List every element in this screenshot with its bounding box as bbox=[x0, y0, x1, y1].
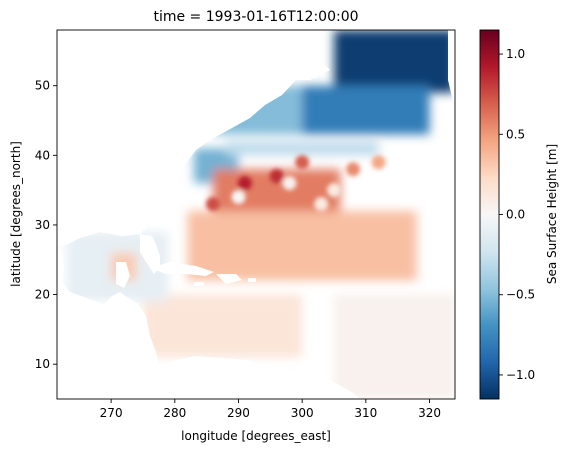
colorbar-tick-label: 0.5 bbox=[506, 127, 525, 141]
eddy bbox=[206, 197, 221, 212]
eddy bbox=[314, 197, 329, 212]
hispaniola-land bbox=[216, 274, 242, 284]
eddy bbox=[327, 183, 342, 198]
axes-frame bbox=[56, 29, 456, 400]
y-tick-label: 10 bbox=[35, 357, 50, 371]
eddy bbox=[231, 190, 246, 205]
ssh-region bbox=[334, 294, 455, 399]
y-axis: 10 20 30 40 50 bbox=[35, 79, 57, 371]
mexico-land bbox=[57, 246, 170, 399]
x-tick-label: 320 bbox=[418, 406, 441, 420]
colorbar-tick-label: 0.0 bbox=[506, 208, 525, 222]
ssh-region bbox=[187, 211, 417, 281]
jamaica-land bbox=[194, 282, 204, 286]
y-tick-label: 40 bbox=[35, 148, 50, 162]
colorbar-label: Sea Surface Height [m] bbox=[545, 144, 559, 284]
y-tick-label: 50 bbox=[35, 79, 50, 93]
yucatan-land bbox=[116, 262, 130, 288]
florida-land bbox=[140, 234, 160, 274]
colorbar-tick-label: −0.5 bbox=[506, 288, 535, 302]
colorbar-tick-label: 1.0 bbox=[506, 47, 525, 61]
eddy bbox=[269, 169, 284, 184]
y-tick-label: 20 bbox=[35, 288, 50, 302]
land-mask bbox=[57, 30, 455, 399]
eddy bbox=[371, 155, 386, 170]
colorbar-ticks: 1.0 0.5 0.0 −0.5 −1.0 bbox=[499, 47, 535, 382]
sea-surface-height-field bbox=[66, 30, 455, 399]
cuba-land bbox=[150, 262, 214, 276]
y-tick-label: 30 bbox=[35, 218, 50, 232]
north-america-land bbox=[57, 30, 330, 246]
eddy bbox=[346, 162, 361, 177]
ssh-region bbox=[225, 141, 379, 156]
chart-title: time = 1993-01-16T12:00:00 bbox=[153, 9, 358, 25]
ssh-region bbox=[276, 85, 430, 135]
colorbar bbox=[479, 29, 500, 400]
eddy bbox=[237, 176, 252, 191]
puerto-rico-land bbox=[248, 278, 256, 282]
colorbar-tick-label: −1.0 bbox=[506, 368, 535, 382]
north-east-corner-land bbox=[448, 30, 455, 110]
x-tick-label: 290 bbox=[227, 406, 250, 420]
x-tick-label: 270 bbox=[100, 406, 123, 420]
x-tick-label: 310 bbox=[354, 406, 377, 420]
x-axis-label: longitude [degrees_east] bbox=[181, 429, 331, 443]
south-america-land bbox=[160, 356, 360, 399]
ssh-region bbox=[142, 294, 303, 358]
x-tick-label: 280 bbox=[163, 406, 186, 420]
x-axis: 270 280 290 300 310 320 bbox=[100, 399, 441, 420]
eddy bbox=[282, 176, 297, 191]
y-axis-label: latitude [degrees_north] bbox=[9, 141, 23, 287]
ssh-region bbox=[334, 30, 455, 93]
eddy bbox=[295, 155, 310, 170]
x-tick-label: 300 bbox=[291, 406, 314, 420]
